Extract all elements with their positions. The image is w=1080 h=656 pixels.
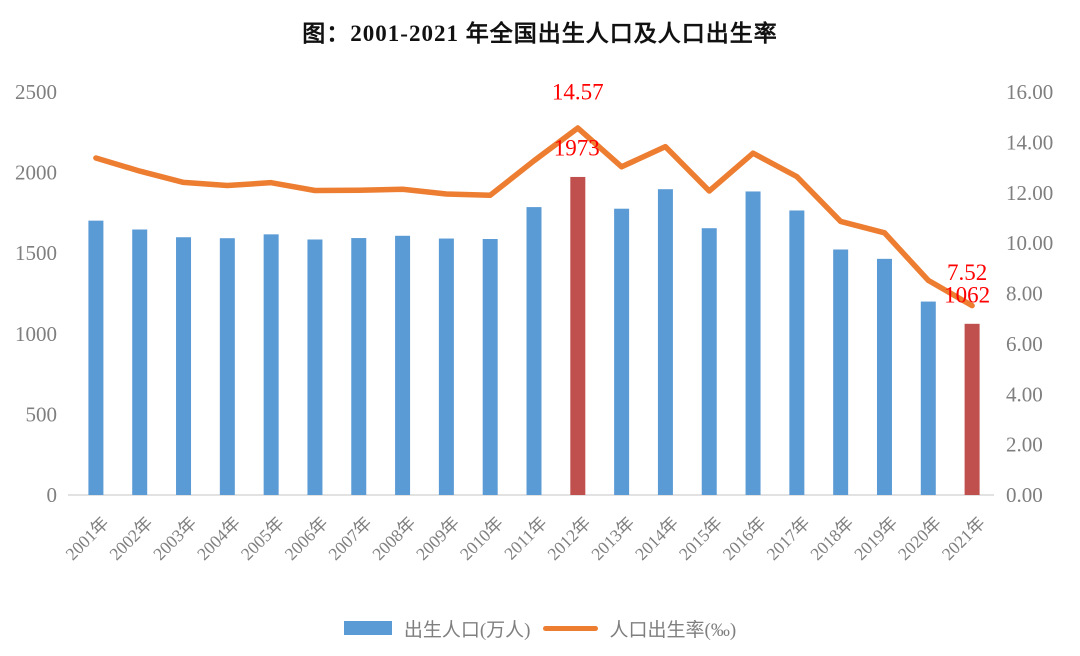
- bar-2004年: [219, 238, 235, 495]
- bar-2016年: [745, 191, 761, 496]
- bar-2021年: [964, 323, 980, 495]
- x-axis-tick-label: 2005年: [237, 513, 288, 564]
- bar-2002年: [132, 229, 148, 495]
- bar-2012年: [570, 176, 586, 495]
- bar-2019年: [876, 258, 892, 495]
- x-axis-tick-label: 2017年: [762, 513, 813, 564]
- bar-2007年: [351, 238, 367, 496]
- x-axis-tick-label: 2004年: [193, 513, 244, 564]
- left-axis-tick-label: 2000: [15, 161, 57, 185]
- left-axis-tick-label: 500: [26, 402, 58, 426]
- right-axis-tick-label: 14.00: [1006, 130, 1053, 154]
- x-axis-tick-label: 2019年: [850, 513, 901, 564]
- right-axis-tick-label: 6.00: [1006, 332, 1043, 356]
- birth-rate-line: [93, 125, 975, 309]
- legend-line-swatch: [542, 625, 598, 631]
- x-axis-tick-label: 2012年: [543, 513, 594, 564]
- right-axis-tick-label: 12.00: [1006, 181, 1053, 205]
- bar-2018年: [833, 249, 849, 495]
- x-axis-tick-label: 2007年: [324, 513, 375, 564]
- legend-item-birthrate: 人口出生率(‰): [542, 615, 737, 642]
- bar-2003年: [176, 237, 192, 495]
- right-axis-tick-label: 10.00: [1006, 231, 1053, 255]
- left-axis-tick-label: 1000: [15, 322, 57, 346]
- bar-2017年: [789, 210, 805, 495]
- x-axis-tick-label: 2010年: [456, 513, 507, 564]
- annotation-14.57: 14.57: [552, 80, 604, 105]
- annotation-1973: 1973: [554, 135, 600, 160]
- left-axis-tick-label: 1500: [15, 241, 57, 265]
- x-axis-tick-label: 2018年: [806, 513, 857, 564]
- right-axis-tick-label: 0.00: [1006, 483, 1043, 507]
- right-axis-tick-label: 2.00: [1006, 433, 1043, 457]
- bar-2020年: [920, 301, 936, 495]
- x-axis-tick-label: 2014年: [631, 513, 682, 564]
- annotation-1062: 1062: [944, 282, 990, 307]
- bar-2011年: [526, 207, 542, 495]
- x-axis-tick-label: 2009年: [412, 513, 463, 564]
- legend-bar-swatch: [343, 621, 392, 635]
- x-axis-tick-label: 2006年: [281, 513, 332, 564]
- x-axis-tick-label: 2021年: [938, 513, 989, 564]
- right-axis-tick-label: 8.00: [1006, 282, 1043, 306]
- x-axis-tick-label: 2008年: [368, 513, 419, 564]
- annotation-7.52: 7.52: [947, 260, 987, 285]
- bar-2013年: [614, 208, 630, 495]
- x-axis-tick-label: 2020年: [894, 513, 945, 564]
- bar-2014年: [657, 189, 673, 495]
- left-axis-tick-label: 0: [47, 483, 58, 507]
- bar-2009年: [438, 238, 454, 495]
- x-axis-tick-label: 2002年: [105, 513, 156, 564]
- legend-item-births: 出生人口(万人): [343, 615, 531, 642]
- legend-bar-label: 出生人口(万人): [403, 619, 531, 641]
- bar-2008年: [395, 235, 411, 495]
- bar-2006年: [307, 239, 323, 495]
- x-axis-tick-label: 2016年: [719, 513, 770, 564]
- bar-2015年: [701, 228, 717, 496]
- x-axis-tick-label: 2001年: [61, 513, 112, 564]
- bar-2010年: [482, 239, 498, 495]
- chart-legend: 出生人口(万人) 人口出生率(‰): [0, 610, 1080, 646]
- bar-2005年: [263, 234, 279, 495]
- x-axis-tick-label: 2013年: [587, 513, 638, 564]
- x-axis-tick-label: 2003年: [149, 513, 200, 564]
- right-axis-tick-label: 16.00: [1006, 80, 1053, 104]
- chart-title: 图：2001-2021 年全国出生人口及人口出生率: [302, 21, 778, 46]
- left-axis-tick-label: 2500: [15, 80, 57, 104]
- x-axis-tick-label: 2015年: [675, 513, 726, 564]
- right-axis-tick-label: 4.00: [1006, 382, 1043, 406]
- chart-plot-area: 0 500 1000 1500 2000 2500 0.00 2.00 4.00 6.00 8.00…: [15, 80, 1053, 564]
- x-axis-tick-label: 2011年: [500, 513, 551, 564]
- bar-2001年: [88, 220, 104, 495]
- legend-line-label: 人口出生率(‰): [609, 619, 737, 641]
